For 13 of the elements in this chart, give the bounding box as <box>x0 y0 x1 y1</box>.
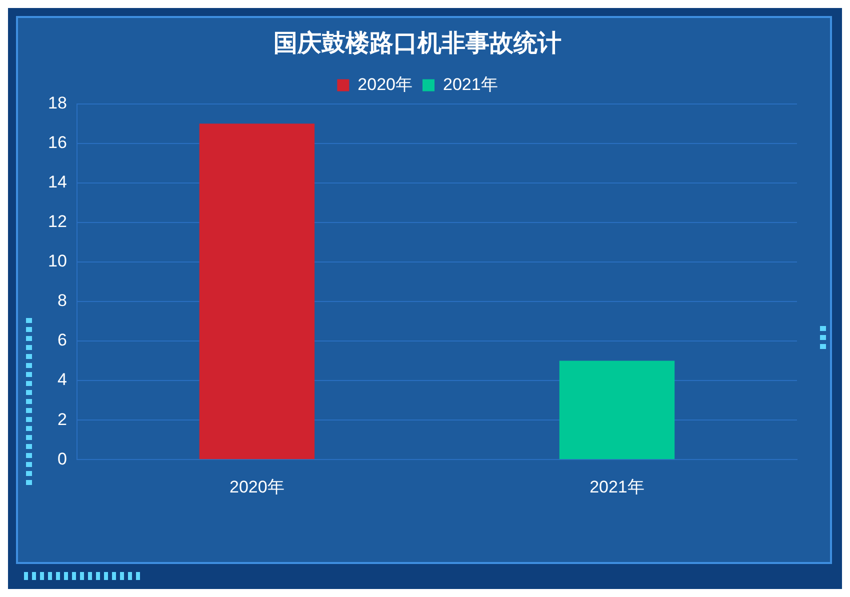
y-tick-label: 16 <box>48 133 67 152</box>
y-tick-label: 12 <box>48 212 67 232</box>
legend-label: 2020年 <box>358 74 413 94</box>
y-tick-label: 14 <box>48 172 67 192</box>
y-tick-label: 0 <box>57 449 67 468</box>
y-tick-label: 8 <box>57 291 67 310</box>
y-tick-label: 6 <box>57 330 67 350</box>
y-tick-label: 2 <box>57 410 67 429</box>
legend-label: 2021年 <box>443 74 498 94</box>
y-tick-label: 4 <box>57 370 67 390</box>
y-tick-label: 10 <box>48 252 67 271</box>
chart-title: 国庆鼓楼路口机非事故统计 <box>274 30 562 58</box>
y-tick-label: 18 <box>48 93 67 112</box>
